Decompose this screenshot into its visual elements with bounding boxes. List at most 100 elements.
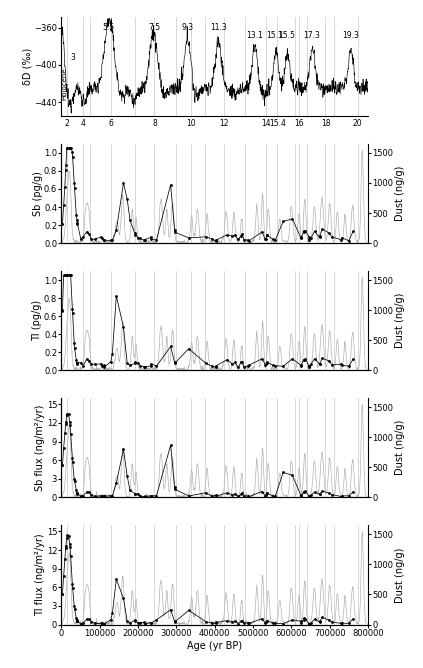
Point [298,617,305,628]
Point [141,234,148,245]
Point [92,491,99,502]
Point [213,234,220,245]
Point [132,228,139,238]
Point [297,616,304,627]
Text: 12: 12 [219,119,228,128]
Point [74,357,80,368]
Point [62,270,69,281]
Point [59,589,66,600]
Text: 15.4: 15.4 [269,119,286,128]
Point [329,359,335,370]
Point [338,360,345,371]
Point [238,356,245,367]
Point [262,359,269,370]
Point [100,491,107,502]
Point [113,574,120,584]
Point [244,491,251,502]
Point [74,488,80,498]
Text: 14: 14 [261,119,270,128]
Text: 11.3: 11.3 [210,23,227,31]
Point [298,360,305,371]
Point [132,615,139,625]
Point [107,614,114,625]
Point [109,608,116,619]
Point [319,486,326,496]
Point [235,491,242,502]
Point [316,617,323,627]
Point [235,361,242,372]
Point [264,616,271,627]
Point [185,605,192,616]
Point [92,234,99,244]
Point [297,490,304,500]
Point [59,218,66,229]
Point [306,619,313,629]
Point [124,471,131,482]
Point [212,490,219,501]
Point [74,357,81,368]
Point [289,470,296,480]
Point [238,230,245,241]
Point [311,226,318,236]
Point [350,226,357,236]
Point [308,618,314,629]
Point [71,182,78,193]
Point [148,617,154,628]
Point [301,225,308,236]
Point [74,358,80,369]
Point [212,236,219,246]
Point [98,490,104,501]
Point [77,491,84,502]
Point [338,491,345,502]
Point [167,341,174,352]
Point [172,617,179,627]
Text: 2: 2 [64,119,69,128]
Point [308,233,314,244]
X-axis label: Age (yr BP): Age (yr BP) [187,641,242,651]
Point [63,160,69,171]
Point [289,353,296,364]
Point [71,338,77,349]
Point [238,229,245,240]
Point [132,357,139,367]
Point [306,361,313,371]
Point [74,218,81,228]
Point [264,488,271,498]
Point [66,541,73,552]
Point [148,358,154,369]
Point [350,354,357,365]
Point [63,270,70,281]
Point [86,355,93,366]
Point [167,180,174,190]
Point [148,490,154,501]
Point [306,491,313,502]
Point [272,618,279,629]
Point [167,605,174,615]
Point [63,417,69,428]
Point [338,618,345,629]
Point [101,235,108,246]
Point [67,270,74,281]
Point [98,360,105,371]
Point [244,360,251,371]
Point [262,234,269,244]
Point [71,473,77,484]
Point [306,234,313,245]
Point [69,152,76,163]
Point [132,230,139,240]
Text: 8: 8 [152,119,157,128]
Point [238,357,245,367]
Point [113,478,120,488]
Point [147,232,154,242]
Point [262,618,269,629]
Point [269,617,276,628]
Y-axis label: Dust (ng/g): Dust (ng/g) [395,166,404,221]
Point [311,353,318,364]
Point [325,228,332,238]
Point [66,143,73,154]
Point [69,582,76,593]
Point [300,487,307,498]
Point [74,616,81,627]
Y-axis label: Dust (ng/g): Dust (ng/g) [395,420,404,476]
Point [67,551,74,562]
